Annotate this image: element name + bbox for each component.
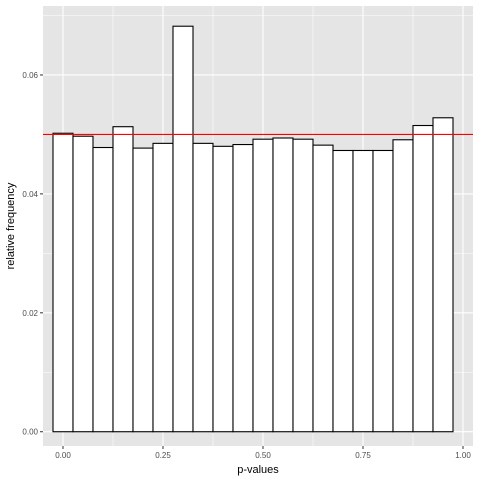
histogram-bar <box>412 124 434 433</box>
histogram-bar <box>192 142 214 433</box>
y-tick-label: 0.02 <box>22 309 38 318</box>
histogram-bar <box>272 137 294 433</box>
histogram-bar <box>232 143 254 433</box>
x-tick-label: 1.00 <box>455 451 471 460</box>
y-axis-title: relative frequency <box>5 182 17 269</box>
histogram-bar <box>112 126 134 433</box>
x-tick-label: 0.25 <box>155 451 171 460</box>
histogram-bar <box>72 135 94 433</box>
histogram-bar <box>212 145 234 433</box>
x-tick-label: 0.50 <box>255 451 271 460</box>
histogram-bar <box>152 142 174 433</box>
y-tick-label: 0.04 <box>22 190 38 199</box>
histogram-bar <box>332 149 354 433</box>
histogram-bar <box>392 139 414 433</box>
histogram-bar <box>432 117 454 433</box>
histogram-bar <box>372 149 394 433</box>
histogram-bar <box>292 138 314 433</box>
histogram-bars <box>52 25 454 433</box>
histogram-bar <box>52 132 74 433</box>
x-axis-title: p-values <box>237 464 279 476</box>
histogram-bar <box>172 25 194 433</box>
histogram-bar <box>312 144 334 433</box>
histogram-bar <box>352 149 374 433</box>
x-tick-label: 0.00 <box>55 451 71 460</box>
histogram-bar <box>92 146 114 433</box>
histogram-bar <box>132 147 154 433</box>
x-axis-ticks: 0.00 0.25 0.50 0.75 1.00 <box>55 446 471 460</box>
y-tick-label: 0.06 <box>22 71 38 80</box>
histogram-bar <box>252 138 274 433</box>
y-tick-label: 0.00 <box>22 428 38 437</box>
x-tick-label: 0.75 <box>355 451 371 460</box>
y-axis-ticks: 0.00 0.02 0.04 0.06 <box>22 71 43 437</box>
